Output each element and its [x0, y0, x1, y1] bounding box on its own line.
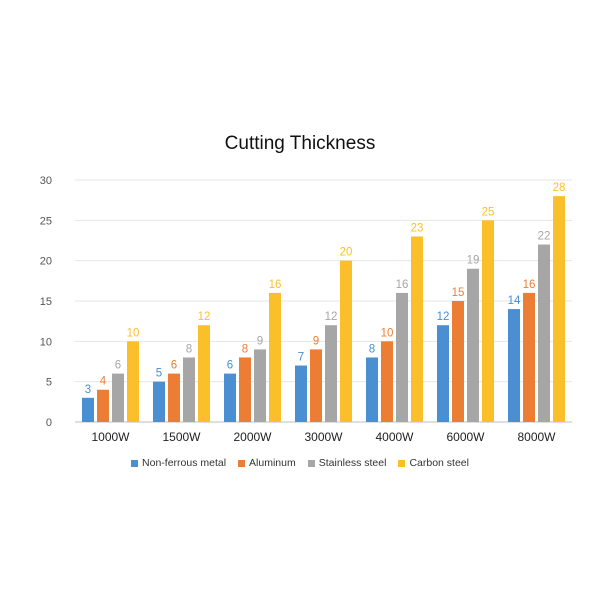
bar — [310, 349, 322, 422]
data-label: 4 — [100, 376, 107, 388]
bar — [482, 220, 494, 422]
legend-item: Aluminum — [238, 457, 296, 469]
data-label: 12 — [437, 311, 450, 323]
x-tick-label: 3000W — [304, 430, 343, 444]
data-label: 16 — [269, 279, 282, 291]
data-label: 19 — [467, 255, 480, 267]
bar — [381, 341, 393, 422]
bar — [183, 357, 195, 422]
data-label: 16 — [396, 279, 409, 291]
bar — [340, 260, 352, 422]
data-label: 12 — [325, 311, 338, 323]
x-tick-label: 8000W — [517, 430, 556, 444]
bar — [224, 373, 236, 422]
data-label: 6 — [227, 360, 233, 372]
y-tick-label: 0 — [46, 417, 52, 429]
data-label: 16 — [523, 279, 536, 291]
legend-swatch — [398, 459, 406, 467]
bar — [467, 268, 479, 422]
legend-label: Carbon steel — [409, 457, 469, 469]
legend-label: Non-ferrous metal — [142, 457, 227, 469]
legend-item: Stainless steel — [307, 457, 387, 469]
legend: Non-ferrous metal Aluminum Stainless steel… — [0, 457, 600, 469]
y-tick-label: 20 — [40, 256, 52, 268]
bar — [553, 196, 565, 422]
data-label: 22 — [538, 231, 551, 243]
legend-item: Carbon steel — [398, 457, 469, 469]
data-label: 25 — [482, 206, 495, 218]
x-tick-label: 4000W — [375, 430, 414, 444]
data-label: 10 — [381, 327, 394, 339]
data-label: 5 — [156, 368, 162, 380]
bar — [254, 349, 266, 422]
bar — [295, 365, 307, 422]
legend-swatch — [131, 459, 139, 467]
legend-swatch — [307, 459, 315, 467]
bar — [168, 373, 180, 422]
data-label: 28 — [553, 182, 566, 194]
bar — [239, 357, 251, 422]
data-label: 9 — [257, 335, 263, 347]
data-label: 20 — [340, 247, 353, 259]
legend-label: Aluminum — [249, 457, 296, 469]
data-label: 15 — [452, 287, 465, 299]
bar — [538, 244, 550, 422]
data-label: 6 — [171, 360, 177, 372]
x-tick-label: 6000W — [446, 430, 485, 444]
bar — [437, 325, 449, 422]
bar — [452, 301, 464, 422]
data-label: 8 — [242, 343, 248, 355]
bar — [396, 292, 408, 422]
legend-swatch — [238, 459, 246, 467]
bar — [127, 341, 139, 422]
y-tick-label: 15 — [40, 296, 52, 308]
data-label: 23 — [411, 222, 424, 234]
bar — [325, 325, 337, 422]
data-label: 10 — [127, 327, 140, 339]
y-tick-label: 25 — [40, 215, 52, 227]
bar — [97, 389, 109, 422]
legend-label: Stainless steel — [318, 457, 387, 469]
data-label: 14 — [508, 295, 521, 307]
data-label: 9 — [313, 335, 319, 347]
bar — [411, 236, 423, 422]
bar — [366, 357, 378, 422]
x-tick-label: 1000W — [91, 430, 130, 444]
bar — [112, 373, 124, 422]
legend-item: Non-ferrous metal — [131, 457, 226, 469]
data-label: 3 — [85, 384, 91, 396]
bar — [523, 292, 535, 422]
data-label: 8 — [369, 343, 375, 355]
data-label: 12 — [198, 311, 211, 323]
y-tick-label: 5 — [46, 377, 52, 389]
bar — [153, 381, 165, 422]
y-tick-label: 30 — [40, 175, 52, 187]
x-tick-label: 1500W — [162, 430, 201, 444]
data-label: 7 — [298, 352, 304, 364]
y-tick-label: 10 — [40, 336, 52, 348]
bar — [82, 397, 94, 422]
bar — [269, 292, 281, 422]
x-tick-label: 2000W — [233, 430, 272, 444]
bar — [508, 309, 520, 422]
bar — [198, 325, 210, 422]
data-label: 8 — [186, 343, 192, 355]
data-label: 6 — [115, 360, 121, 372]
chart-title: Cutting Thickness — [224, 133, 376, 154]
